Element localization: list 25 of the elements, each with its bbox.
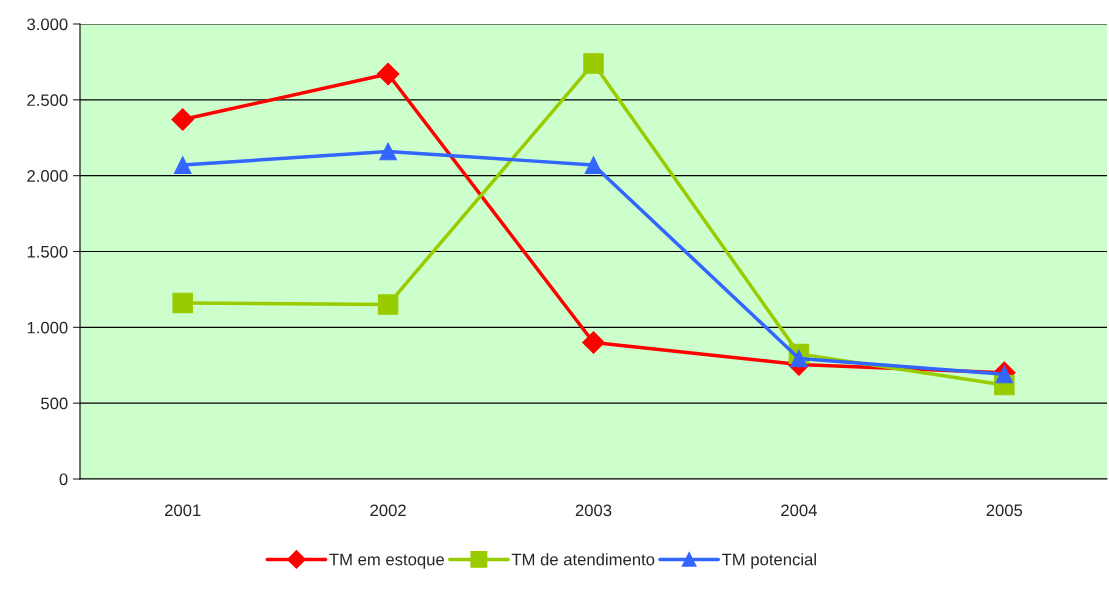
point [379, 142, 397, 161]
point [584, 156, 603, 174]
x-tick-label: 2005 [986, 504, 1023, 517]
point [790, 349, 808, 368]
point [171, 108, 195, 131]
x-tick-label: 2004 [781, 504, 817, 517]
y-tick-label: 0 [59, 473, 68, 486]
x-tick-label: 2003 [575, 504, 612, 517]
x-tick-label: 2001 [165, 504, 201, 517]
point [582, 331, 605, 354]
point [172, 292, 193, 314]
y-tick-label: 1.000 [27, 321, 68, 334]
point [376, 62, 400, 86]
y-tick-label: 1.500 [27, 245, 68, 258]
legend-label: TM em estoque [329, 553, 444, 569]
y-tick-label: 3.000 [27, 18, 68, 31]
y-tick-label: 2.000 [27, 170, 68, 182]
point [173, 156, 192, 174]
x-tick-label: 2002 [370, 504, 406, 517]
legend-label: TM potencial [722, 553, 816, 569]
legend-label: TM de atendimento [511, 553, 655, 566]
point [377, 294, 399, 315]
y-tick-label: 500 [41, 397, 68, 410]
point [583, 53, 604, 74]
y-tick-label: 2.500 [27, 94, 68, 107]
